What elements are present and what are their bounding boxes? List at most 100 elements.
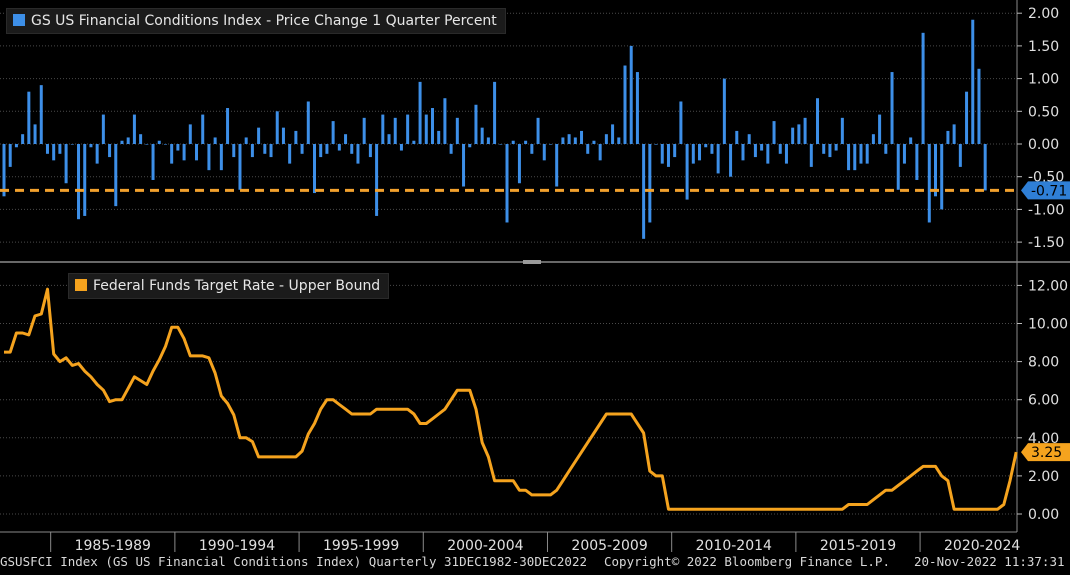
fci-bar: [710, 144, 714, 154]
fci-bar: [462, 144, 466, 187]
fci-bar: [598, 144, 602, 161]
fci-bar: [847, 144, 851, 171]
fci-bar: [753, 144, 757, 158]
bottom-y-tick-label: 10.00: [1028, 317, 1068, 333]
legend-swatch-line: [75, 279, 87, 291]
last-value-tag: [1021, 181, 1070, 200]
fci-bar: [424, 114, 428, 144]
fci-bar: [791, 127, 795, 144]
fci-bar: [430, 108, 434, 144]
bottom-y-tick-label: 8.00: [1028, 355, 1059, 371]
fci-bar: [52, 144, 56, 161]
fci-bar: [108, 144, 112, 158]
fci-bar: [8, 144, 12, 167]
fci-bar: [604, 134, 608, 144]
fci-bar: [685, 144, 689, 200]
fci-bar: [151, 144, 155, 180]
fci-bar: [64, 144, 68, 184]
fci-bar: [281, 127, 285, 144]
fci-bar: [958, 144, 962, 167]
fci-bar: [126, 137, 130, 144]
fci-bar: [511, 140, 515, 144]
fci-bar: [300, 144, 304, 154]
fci-bar: [195, 144, 199, 161]
fci-bar: [660, 144, 664, 164]
legend-swatch-bars: [13, 14, 25, 26]
fci-bar: [704, 144, 708, 148]
fci-bar: [406, 114, 410, 144]
fci-bar: [368, 144, 372, 158]
fci-bar: [362, 117, 366, 144]
fci-bar: [784, 144, 788, 164]
fci-bar: [517, 144, 521, 184]
top-y-tick-label: -1.00: [1028, 202, 1064, 218]
footer-timestamp: 20-Nov-2022 11:37:31: [914, 554, 1065, 569]
fci-bar: [977, 68, 981, 144]
fci-bar: [816, 98, 820, 144]
fci-bar: [592, 140, 596, 144]
top-panel-legend: GS US Financial Conditions Index - Price…: [6, 8, 506, 34]
fci-bar: [474, 104, 478, 144]
fci-bar: [921, 32, 925, 144]
fci-bar: [927, 144, 931, 223]
fci-bar: [294, 130, 298, 144]
fci-bar: [455, 117, 459, 144]
fci-bar: [70, 144, 74, 145]
fci-bar: [188, 124, 192, 144]
fci-bar: [555, 144, 559, 187]
fci-bar: [89, 144, 93, 148]
fci-bar: [909, 137, 913, 144]
fci-bar: [965, 91, 969, 144]
fci-bar: [33, 124, 37, 144]
fci-bar: [691, 144, 695, 164]
fci-bar: [145, 144, 149, 145]
fci-bar: [263, 144, 267, 154]
fci-bar: [611, 124, 615, 144]
fci-bar: [21, 134, 25, 144]
fci-bar: [642, 144, 646, 239]
fci-bar: [157, 140, 161, 144]
fci-bar: [865, 144, 869, 164]
fci-bar: [375, 144, 379, 216]
fci-bar: [319, 144, 323, 158]
fci-bar: [828, 144, 832, 158]
fci-bar: [275, 111, 279, 144]
fci-bar: [766, 144, 770, 164]
fci-bar: [77, 144, 81, 220]
fci-bar: [548, 144, 552, 145]
bottom-y-tick-label: 2.00: [1028, 469, 1059, 485]
fci-bar: [648, 144, 652, 223]
fci-bar: [250, 144, 254, 158]
fci-bar: [803, 117, 807, 144]
fci-bar: [915, 144, 919, 180]
footer-copyright: Copyright© 2022 Bloomberg Finance L.P.: [604, 554, 890, 569]
fci-bar: [207, 144, 211, 171]
x-axis-label: 2015-2019: [820, 538, 896, 554]
top-y-tick-label: -1.50: [1028, 235, 1064, 251]
bottom-y-tick-label: 0.00: [1028, 507, 1059, 523]
fci-bar: [412, 140, 416, 144]
fci-bar: [306, 101, 310, 144]
fci-bar: [393, 117, 397, 144]
fci-bar: [182, 144, 186, 161]
fci-bar: [772, 121, 776, 144]
fci-bar: [176, 144, 180, 151]
fci-bar: [679, 101, 683, 144]
top-y-tick-label: 2.00: [1028, 6, 1059, 22]
fci-bar: [238, 144, 242, 190]
fci-bar: [114, 144, 118, 207]
fci-bar: [952, 124, 956, 144]
x-axis-label: 2000-2004: [447, 538, 523, 554]
fci-bar: [834, 144, 838, 151]
fci-bar: [884, 144, 888, 154]
top-y-tick-label: 1.50: [1028, 39, 1059, 55]
fci-bar: [14, 144, 18, 148]
fci-bar: [573, 137, 577, 144]
bottom-y-tick-label: 6.00: [1028, 393, 1059, 409]
fci-bar: [735, 130, 739, 144]
bottom-panel-title: Federal Funds Target Rate - Upper Bound: [93, 278, 381, 294]
fci-bar: [2, 144, 6, 197]
fci-bar: [213, 137, 217, 144]
fci-bar: [468, 144, 472, 148]
